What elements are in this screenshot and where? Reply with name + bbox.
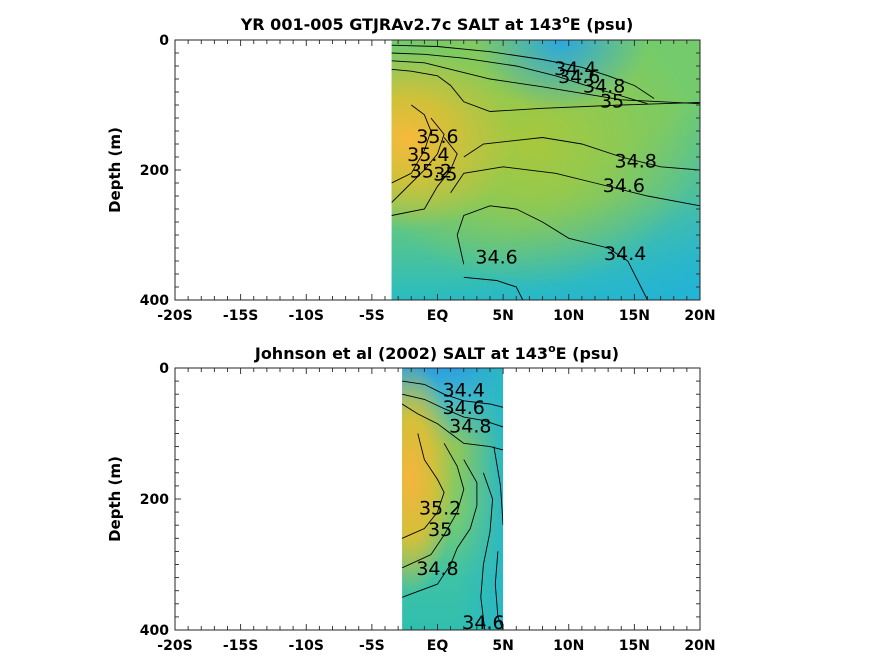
contour-label: 34.6	[462, 612, 504, 634]
contour-lines	[402, 380, 504, 630]
x-tick-label: 5N	[492, 638, 513, 654]
y-axis: 0 200 400	[140, 33, 700, 309]
contour-line	[391, 117, 445, 203]
x-axis: -20S -15S -10S -5S EQ 5N 10N 15N 20N	[157, 40, 716, 324]
contour-line	[402, 433, 445, 539]
x-tick-label: 10N	[553, 638, 584, 654]
contour-line	[391, 52, 648, 105]
y-tick-label: 400	[140, 293, 169, 309]
y-tick-label: 200	[140, 492, 169, 508]
salinity-field-high-layer	[402, 368, 504, 630]
salinity-field-fresh-layer	[391, 40, 700, 300]
x-tick-label: -20S	[157, 638, 192, 654]
contour-label: 34.8	[615, 151, 657, 173]
contour-labels: 34.434.634.83535.635.435.23534.834.634.6…	[407, 58, 657, 269]
contour-line	[391, 104, 432, 184]
contour-label: 35.4	[407, 144, 449, 166]
contour-label: 34.8	[449, 415, 491, 437]
panel-model-salinity: YR 001-005 GTJRAv2.7c SALT at 143oE (psu…	[106, 13, 716, 324]
contour-label: 34.6	[443, 397, 485, 419]
contour-line	[450, 166, 700, 207]
contour-label: 35	[600, 90, 624, 112]
contour-line	[402, 443, 465, 569]
contour-label: 35.6	[416, 126, 458, 148]
contour-line	[493, 446, 504, 526]
x-tick-label: 20N	[684, 308, 715, 324]
contour-label: 34.4	[554, 58, 596, 80]
salinity-field	[402, 368, 504, 630]
contour-label: 34.4	[604, 243, 646, 265]
x-tick-label: 10N	[553, 308, 584, 324]
contour-line	[402, 380, 504, 408]
contour-line	[402, 403, 504, 451]
y-axis: 0 200 400	[140, 361, 700, 639]
x-tick-label: 20N	[684, 638, 715, 654]
contour-line	[463, 276, 524, 300]
contour-label: 34.8	[583, 75, 625, 97]
x-tick-label: -5S	[359, 308, 385, 324]
contour-label: 34.6	[475, 246, 517, 268]
panel-observed-salinity: Johnson et al (2002) SALT at 143oE (psu)	[106, 342, 716, 654]
x-tick-label: -15S	[223, 308, 258, 324]
chart-title: Johnson et al (2002) SALT at 143oE (psu)	[254, 342, 619, 363]
contour-label: 35.2	[410, 160, 452, 182]
contour-line	[391, 44, 655, 99]
contour-line	[402, 393, 504, 428]
contour-label: 34.4	[443, 379, 485, 401]
x-tick-label: -15S	[223, 638, 258, 654]
contour-label: 34.6	[603, 175, 645, 197]
x-tick-label: -5S	[359, 638, 385, 654]
y-tick-label: 0	[159, 361, 169, 377]
y-tick-label: 200	[140, 163, 169, 179]
x-tick-label: -20S	[157, 308, 192, 324]
contour-label: 35	[433, 164, 457, 186]
contour-line	[402, 459, 478, 598]
contour-label: 34.8	[416, 558, 458, 580]
contour-label: 35.2	[419, 497, 461, 519]
x-tick-label: EQ	[427, 638, 449, 654]
y-tick-label: 400	[140, 623, 169, 639]
x-tick-label: EQ	[427, 308, 449, 324]
x-tick-label: 15N	[619, 638, 650, 654]
contour-lines	[391, 44, 700, 300]
contour-line	[463, 137, 700, 171]
contour-line	[456, 205, 648, 300]
x-tick-label: -10S	[289, 308, 324, 324]
x-tick-label: 15N	[619, 308, 650, 324]
contour-line	[391, 60, 700, 105]
contour-label: 35	[428, 519, 452, 541]
contour-line	[494, 551, 504, 630]
x-axis: -20S -15S -10S -5S EQ 5N 10N 15N 20N	[157, 368, 716, 654]
y-axis-label: Depth (m)	[106, 456, 124, 542]
contour-label: 34.6	[558, 66, 600, 88]
salinity-field	[391, 40, 700, 300]
x-tick-label: -10S	[289, 638, 324, 654]
contour-line	[391, 137, 458, 216]
contour-line	[480, 472, 494, 630]
contour-line	[391, 68, 700, 112]
chart-title: YR 001-005 GTJRAv2.7c SALT at 143oE (psu…	[240, 13, 634, 34]
y-tick-label: 0	[159, 33, 169, 49]
x-tick-label: 5N	[492, 308, 513, 324]
y-axis-label: Depth (m)	[106, 127, 124, 213]
